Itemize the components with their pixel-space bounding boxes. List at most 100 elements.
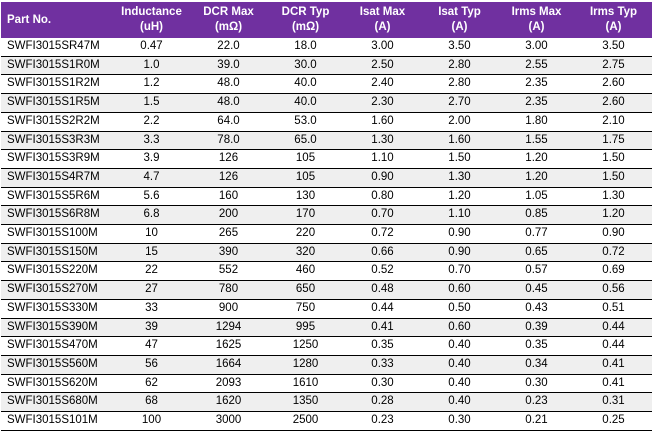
value-cell: 1.50 [575,167,652,188]
part-no-cell: SWFI3015S390M [1,317,113,337]
header-unit: (A) [605,21,622,33]
part-no-cell: SWFI3015S2R2M [1,111,113,132]
inductor-spec-table: Part No. Inductance (uH) DCR Max (mΩ) DC… [1,2,652,431]
value-cell: 105 [267,167,344,188]
value-cell: 1.05 [498,186,575,206]
part-no-cell: SWFI3015S220M [1,261,113,281]
value-cell: 0.44 [575,317,652,337]
value-cell: 3000 [190,411,267,431]
value-cell: 0.30 [344,373,421,393]
value-cell: 0.41 [575,373,652,393]
part-no-cell: SWFI3015S680M [1,392,113,412]
part-no-cell: SWFI3015S270M [1,280,113,300]
value-cell: 2.10 [575,111,652,132]
value-cell: 0.65 [498,242,575,262]
value-cell: 2.35 [498,93,575,113]
value-cell: 0.35 [344,336,421,356]
header-unit: (A) [451,21,468,33]
table-row: SWFI3015S101M 100 3000 2500 0.23 0.30 0.21 0.25 [1,411,652,431]
value-cell: 0.51 [575,298,652,319]
value-cell: 0.41 [575,354,652,375]
part-no-cell: SWFI3015S101M [1,411,113,431]
part-no-cell: SWFI3015S3R3M [1,130,113,150]
value-cell: 0.72 [575,242,652,262]
value-cell: 1.30 [344,130,421,150]
value-cell: 3.3 [113,130,190,150]
value-cell: 1.55 [498,130,575,150]
value-cell: 2.70 [421,93,498,113]
value-cell: 22.0 [217,40,240,52]
value-cell: 1.50 [575,149,652,169]
table-row: SWFI3015S4R7M 4.7 126 105 0.90 1.30 1.20 1.50 [1,167,652,188]
part-no-cell: SWFI3015SR47M [7,40,100,52]
value-cell: 2.50 [344,55,421,75]
value-cell: 170 [267,205,344,225]
header-unit: (mΩ) [291,21,320,33]
part-no-cell: SWFI3015S620M [1,373,113,393]
table-row: SWFI3015S3R9M 3.9 126 105 1.10 1.50 1.20 1.50 [1,149,652,169]
value-cell: 126 [190,149,267,169]
table-row: SWFI3015S1R0M 1.0 39.0 30.0 2.50 2.80 2.55 2.75 [1,55,652,75]
value-cell: 0.40 [421,373,498,393]
value-cell: 0.21 [498,411,575,431]
value-cell: 2.55 [498,55,575,75]
value-cell: 18.0 [294,40,317,52]
value-cell: 0.90 [421,242,498,262]
value-cell: 3.00 [371,40,394,52]
value-cell: 3.9 [113,149,190,169]
value-cell: 220 [267,224,344,244]
value-cell: 48.0 [190,93,267,113]
value-cell: 1.30 [575,186,652,206]
value-cell: 0.56 [575,280,652,300]
part-no-cell: SWFI3015S330M [1,298,113,319]
part-no-cell: SWFI3015S1R0M [1,55,113,75]
value-cell: 1620 [190,392,267,412]
value-cell: 750 [267,298,344,319]
value-cell: 1664 [190,354,267,375]
value-cell: 2.30 [344,93,421,113]
header-dcr-typ: DCR Typ (mΩ) [267,2,344,38]
value-cell: 0.57 [498,261,575,281]
part-no-cell: SWFI3015S5R6M [1,186,113,206]
value-cell: 2.40 [344,74,421,94]
part-no-cell: SWFI3015S1R2M [1,74,113,94]
value-cell: 2.00 [421,111,498,132]
table-row: SWFI3015S2R2M 2.2 64.0 53.0 1.60 2.00 1.80 2.10 [1,111,652,132]
header-dcr-max: DCR Max (mΩ) [190,2,267,38]
value-cell: 1.2 [113,74,190,94]
value-cell: 1.10 [344,149,421,169]
value-cell: 3.50 [448,40,471,52]
table-row: SWFI3015S470M 47 1625 1250 0.35 0.40 0.35 0.44 [1,336,652,356]
value-cell: 2.80 [421,55,498,75]
value-cell: 62 [113,373,190,393]
value-cell: 0.40 [421,392,498,412]
header-label: Inductance [121,6,182,18]
table-row: SWFI3015S100M 10 265 220 0.72 0.90 0.77 0.90 [1,224,652,244]
table-row: SWFI3015S330M 33 900 750 0.44 0.50 0.43 0.51 [1,298,652,319]
part-no-cell: SWFI3015S1R5M [1,93,113,113]
value-cell: 460 [267,261,344,281]
table-row: SWFI3015S1R5M 1.5 48.0 40.0 2.30 2.70 2.35 2.60 [1,93,652,113]
value-cell: 780 [190,280,267,300]
value-cell: 0.43 [498,298,575,319]
table-row: SWFI3015S220M 22 552 460 0.52 0.70 0.57 0.69 [1,261,652,281]
value-cell: 48.0 [190,74,267,94]
header-part-no: Part No. [1,2,113,38]
value-cell: 100 [113,411,190,431]
value-cell: 1.60 [421,130,498,150]
value-cell: 15 [113,242,190,262]
header-unit: (uH) [140,21,163,33]
value-cell: 0.90 [344,167,421,188]
value-cell: 0.77 [498,224,575,244]
value-cell: 1.60 [344,111,421,132]
value-cell: 1610 [267,373,344,393]
table-row: SWFI3015SR47M 0.47 22.0 18.0 3.00 3.50 3.00 3.5… [1,38,652,56]
value-cell: 200 [190,205,267,225]
value-cell: 30.0 [267,55,344,75]
value-cell: 0.60 [421,317,498,337]
header-isat-typ: Isat Typ (A) [421,2,498,38]
value-cell: 1.20 [575,205,652,225]
part-no-cell: SWFI3015S560M [1,354,113,375]
value-cell: 0.25 [575,411,652,431]
header-row: Part No. Inductance (uH) DCR Max (mΩ) DC… [1,2,652,38]
